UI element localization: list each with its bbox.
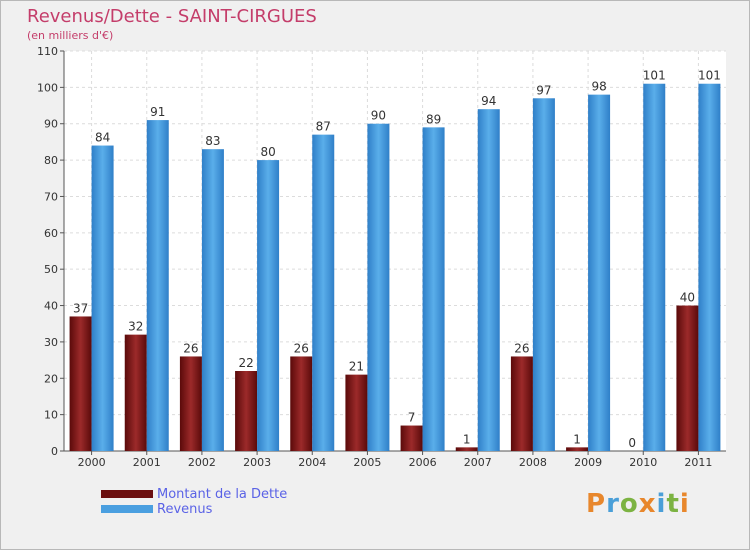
bar-debt	[566, 447, 589, 451]
plot-area	[64, 51, 726, 451]
proxiti-logo: Proxiti	[586, 489, 690, 519]
bar-revenue	[643, 83, 666, 452]
bar-revenue	[257, 160, 280, 451]
bar-debt	[400, 425, 423, 451]
legend-label-debt: Montant de la Dette	[157, 487, 288, 502]
bar-revenue	[698, 83, 721, 452]
value-label-revenue: 97	[536, 83, 551, 97]
value-labels: 37 84 32 91 26 83 22 80 26 87 21 90 7 89 1 94 26 97 1 98 0 10…	[73, 69, 721, 450]
y-tick-label: 100	[37, 81, 58, 94]
bar-debt	[676, 305, 699, 451]
bar-debt	[455, 447, 478, 451]
bar-debt	[235, 371, 258, 451]
bar-revenue	[477, 109, 500, 451]
bar-revenue	[312, 134, 335, 452]
bar-revenue	[201, 149, 224, 451]
legend-swatch-revenue	[101, 505, 153, 513]
value-label-debt: 26	[183, 341, 198, 355]
x-tick-label: 2002	[188, 456, 216, 469]
logo-letter: r	[606, 489, 620, 519]
y-tick-label: 110	[37, 45, 58, 58]
bar-revenue	[532, 98, 555, 451]
value-label-debt: 7	[408, 411, 416, 425]
x-tick-label: 2005	[353, 456, 381, 469]
legend-swatch-debt	[101, 490, 153, 498]
value-label-revenue: 87	[316, 120, 331, 134]
x-tick-label: 2008	[519, 456, 547, 469]
value-label-debt: 21	[349, 360, 364, 374]
y-tick-label: 20	[44, 372, 58, 385]
value-label-debt: 1	[463, 432, 471, 446]
bar-debt	[69, 316, 92, 451]
value-label-revenue: 98	[591, 80, 606, 94]
x-tick-label: 2009	[574, 456, 602, 469]
bar-revenue	[91, 145, 114, 451]
value-label-revenue: 90	[371, 109, 386, 123]
bar-revenue	[146, 120, 169, 451]
value-label-revenue: 94	[481, 94, 496, 108]
value-label-debt: 32	[128, 320, 143, 334]
value-label-revenue: 91	[150, 105, 165, 119]
value-label-debt: 26	[294, 341, 309, 355]
bars	[69, 83, 721, 452]
y-tick-label: 40	[44, 300, 58, 313]
y-tick-label: 0	[51, 445, 58, 458]
y-tick-label: 60	[44, 227, 58, 240]
value-label-revenue: 84	[95, 131, 110, 145]
y-tick-label: 10	[44, 409, 58, 422]
value-label-debt: 0	[628, 436, 636, 450]
logo-letter: i	[656, 489, 667, 519]
y-tick-label: 80	[44, 154, 58, 167]
bar-revenue	[422, 127, 445, 451]
grid-lines	[64, 50, 726, 452]
value-label-revenue: 89	[426, 112, 441, 126]
value-label-debt: 1	[573, 432, 581, 446]
bar-revenue	[367, 123, 390, 452]
value-label-revenue: 80	[260, 145, 275, 159]
x-tick-label: 2001	[133, 456, 161, 469]
value-label-debt: 37	[73, 301, 88, 315]
legend-label-revenue: Revenus	[157, 502, 213, 517]
value-label-debt: 26	[514, 341, 529, 355]
y-tick-label: 90	[44, 118, 58, 131]
value-label-debt: 22	[238, 356, 253, 370]
bar-debt	[290, 356, 313, 451]
bar-debt	[510, 356, 533, 451]
value-label-revenue: 83	[205, 134, 220, 148]
logo-letter: i	[679, 489, 690, 519]
logo-letter: x	[638, 489, 657, 519]
logo-letter: t	[666, 489, 680, 519]
x-tick-label: 2003	[243, 456, 271, 469]
y-tick-label: 50	[44, 263, 58, 276]
chart-title: Revenus/Dette - SAINT-CIRGUES	[27, 6, 317, 27]
bar-debt	[124, 334, 147, 451]
value-label-debt: 40	[680, 291, 695, 305]
logo-letter: P	[586, 489, 607, 519]
bar-revenue	[588, 94, 611, 452]
x-tick-label: 2010	[629, 456, 657, 469]
x-tick-label: 2004	[298, 456, 326, 469]
y-tick-label: 30	[44, 336, 58, 349]
bar-debt	[345, 374, 368, 451]
x-tick-label: 2007	[464, 456, 492, 469]
bar-debt	[179, 356, 202, 451]
x-tick-label: 2000	[78, 456, 106, 469]
value-label-revenue: 101	[643, 69, 666, 83]
logo-letter: o	[619, 489, 639, 519]
y-tick-label: 70	[44, 190, 58, 203]
value-label-revenue: 101	[698, 69, 721, 83]
x-tick-label: 2006	[409, 456, 437, 469]
x-tick-label: 2011	[684, 456, 712, 469]
chart-subtitle: (en milliers d'€)	[27, 29, 114, 42]
